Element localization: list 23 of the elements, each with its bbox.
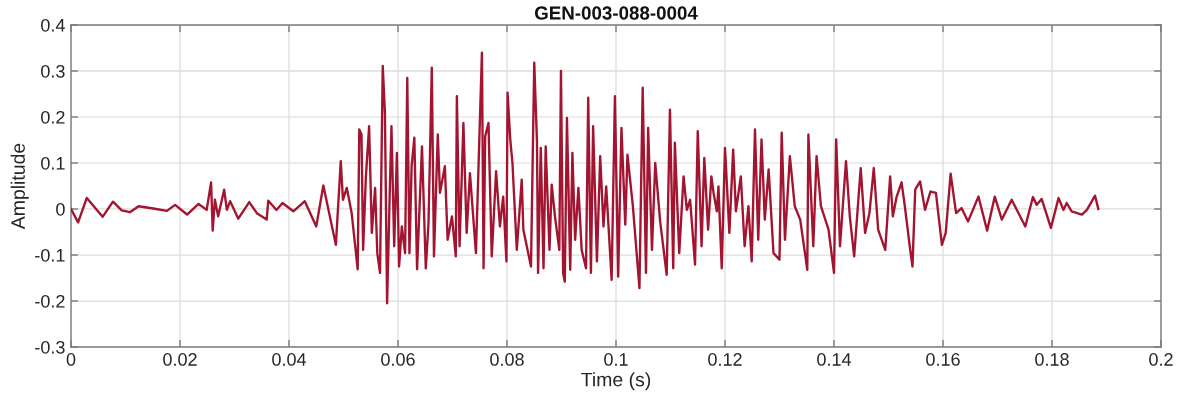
x-tick-label: 0.02: [163, 353, 197, 366]
y-tick-label: -0.1: [35, 248, 65, 262]
x-tick-label: 0.14: [817, 353, 852, 366]
x-tick-label: 0.12: [708, 353, 742, 366]
line-series: [71, 51, 1100, 305]
y-tick-label: 0.3: [41, 64, 65, 78]
x-tick-label: 0.04: [272, 353, 307, 366]
y-tick-label: 0: [56, 202, 65, 216]
y-axis-title: Amplitude: [10, 143, 29, 230]
x-tick-label: 0: [66, 353, 76, 366]
x-tick-label: 0.18: [1035, 353, 1069, 366]
x-tick-label: 0.2: [1149, 353, 1173, 366]
y-tick-label: -0.2: [35, 294, 65, 308]
x-tick-label: 0.16: [926, 353, 960, 366]
y-tick-label: 0.2: [41, 110, 65, 124]
x-axis-title: Time (s): [581, 372, 651, 391]
y-tick-label: 0.1: [41, 156, 65, 170]
x-tick-label: 0.08: [490, 353, 524, 366]
y-tick-label: -0.3: [35, 340, 65, 354]
x-tick-label: 0.06: [381, 353, 415, 366]
x-tick-label: 0.1: [604, 353, 628, 366]
y-tick-label: 0.4: [41, 18, 65, 32]
chart-title: GEN-003-088-0004: [534, 6, 698, 20]
